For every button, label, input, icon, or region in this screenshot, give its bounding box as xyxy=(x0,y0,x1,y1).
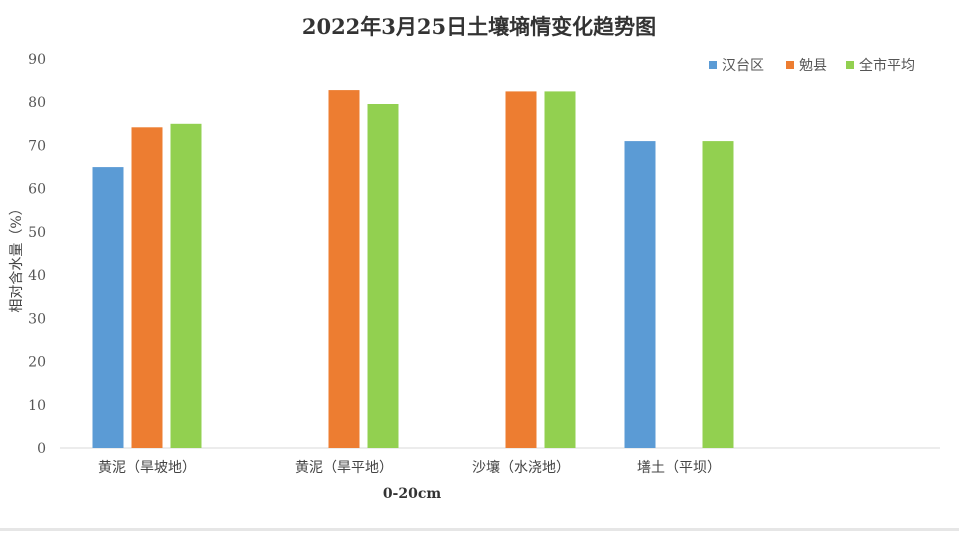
y-axis-ticks: 0 10 20 30 40 50 60 70 80 90 xyxy=(28,52,46,457)
bar xyxy=(92,167,124,448)
y-tick-label: 90 xyxy=(28,52,46,68)
bottom-divider xyxy=(0,528,959,531)
y-tick-label: 0 xyxy=(37,441,46,457)
legend-label: 汉台区 xyxy=(722,58,764,74)
y-tick-label: 30 xyxy=(28,311,46,327)
y-tick-label: 80 xyxy=(28,95,46,111)
legend-swatch xyxy=(709,61,717,69)
bar xyxy=(702,141,734,448)
category-labels: 黄泥（旱坡地） 黄泥（旱平地） 沙壤（水浇地） 墡土（平坝） xyxy=(98,459,721,476)
bar xyxy=(505,91,537,449)
bar xyxy=(328,90,360,448)
x-category-label: 墡土（平坝） xyxy=(637,459,721,476)
x-category-label: 沙壤（水浇地） xyxy=(472,459,570,476)
y-tick-label: 70 xyxy=(28,138,46,154)
y-tick-label: 40 xyxy=(28,268,46,284)
bar xyxy=(544,91,576,449)
bars-group xyxy=(92,90,734,449)
y-tick-label: 50 xyxy=(28,225,46,241)
bar xyxy=(170,123,202,449)
legend-label: 全市平均 xyxy=(859,57,915,74)
x-category-label: 黄泥（旱坡地） xyxy=(98,459,196,476)
legend-label: 勉县 xyxy=(799,58,827,74)
x-category-label: 黄泥（旱平地） xyxy=(295,459,393,476)
bar xyxy=(624,141,656,448)
y-tick-label: 60 xyxy=(28,182,46,198)
y-axis-label: 相对含水量（%） xyxy=(9,201,25,312)
chart-title: 2022年3月25日土壤墒情变化趋势图 xyxy=(302,14,656,39)
bar xyxy=(131,127,163,449)
legend-swatch xyxy=(786,61,794,69)
legend-swatch xyxy=(846,61,854,69)
y-tick-label: 10 xyxy=(28,398,46,414)
x-axis-label: 0-20cm xyxy=(383,486,442,502)
bar xyxy=(367,104,399,448)
y-tick-label: 20 xyxy=(28,355,46,371)
legend: 汉台区 勉县 全市平均 xyxy=(709,57,915,74)
